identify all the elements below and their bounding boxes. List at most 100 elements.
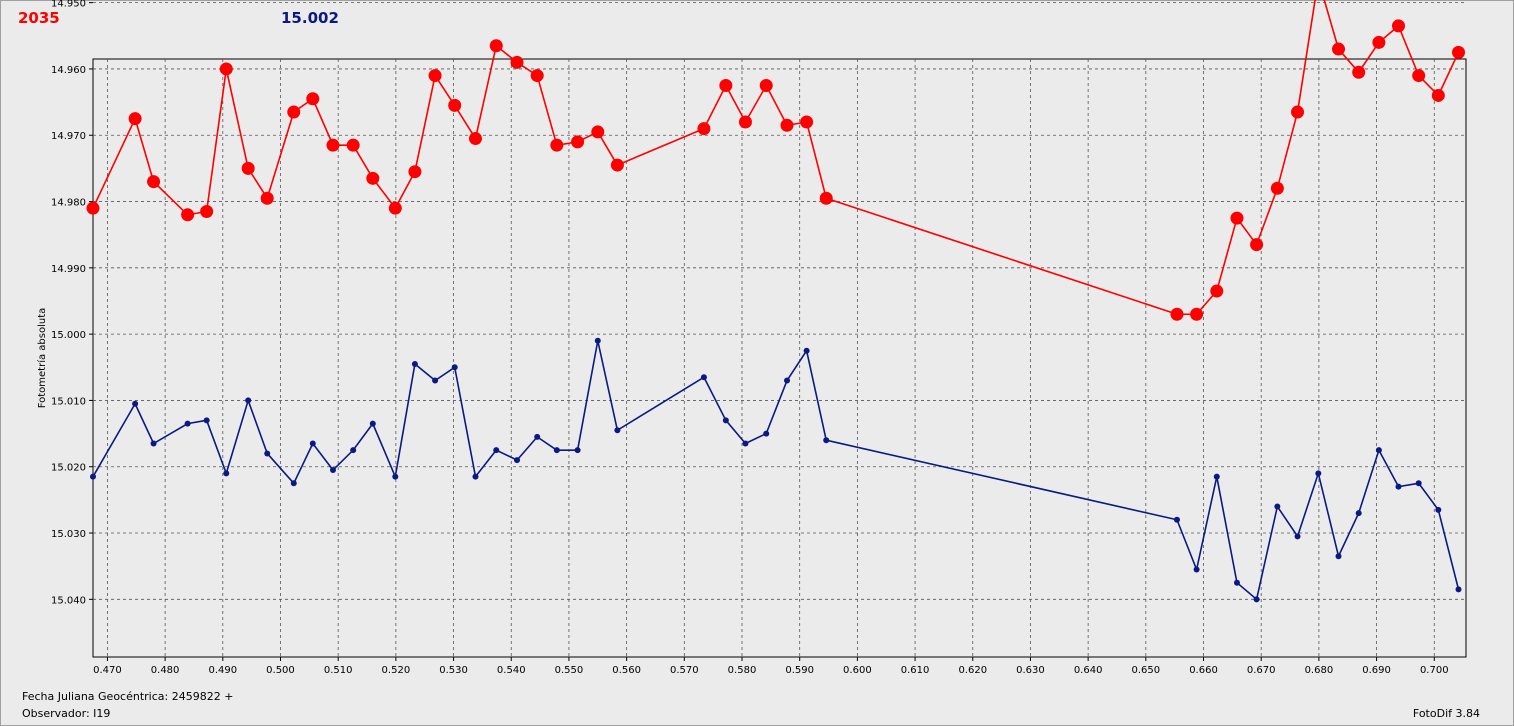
series-red-point	[571, 135, 585, 149]
series-blue-label: 15.002	[281, 9, 339, 27]
series-blue-point	[823, 437, 830, 444]
series-red-point	[468, 132, 482, 146]
series-blue-point	[411, 360, 418, 367]
series-blue-point	[245, 397, 252, 404]
series-blue-point	[1294, 533, 1301, 540]
x-tick-label: 0.590	[785, 665, 814, 676]
series-blue-point	[223, 470, 230, 477]
series-blue-point	[309, 440, 316, 447]
series-blue-point	[1355, 510, 1362, 517]
series-red-point	[1392, 19, 1406, 33]
series-red-label: 2035	[18, 9, 60, 27]
series-group	[86, 0, 1466, 603]
series-blue-point	[763, 430, 770, 437]
x-tick-label: 0.490	[208, 665, 237, 676]
series-blue-point	[1173, 516, 1180, 523]
series-red-point	[1230, 211, 1244, 225]
series-blue-point	[614, 427, 621, 434]
series-red-point	[1352, 65, 1366, 79]
series-blue-point	[392, 473, 399, 480]
series-red-point	[260, 191, 274, 205]
x-tick-label: 0.670	[1247, 665, 1276, 676]
series-red-point	[346, 138, 360, 152]
x-tick-label: 0.570	[670, 665, 699, 676]
observer-label: Observador: I19	[22, 707, 111, 720]
series-blue-point	[472, 473, 479, 480]
y-tick-label: 15.040	[51, 595, 86, 606]
series-red-point	[1190, 307, 1204, 321]
series-red-point	[1431, 88, 1445, 102]
x-tick-label: 0.640	[1074, 665, 1103, 676]
x-tick-label: 0.540	[497, 665, 526, 676]
series-red-point	[1291, 105, 1305, 119]
series-red-point	[326, 138, 340, 152]
x-tick-label: 0.690	[1362, 665, 1391, 676]
series-red-point	[1170, 307, 1184, 321]
x-tick-label: 0.530	[439, 665, 468, 676]
x-tick-label: 0.630	[1016, 665, 1045, 676]
series-red-point	[1332, 42, 1346, 56]
series-blue-point	[369, 420, 376, 427]
series-blue-point	[514, 457, 521, 464]
series-blue-point	[1315, 470, 1322, 477]
series-red-point	[759, 79, 773, 93]
series-blue-point	[1415, 480, 1422, 487]
series-blue-point	[350, 447, 357, 454]
x-tick-label: 0.580	[728, 665, 757, 676]
y-tick-label: 14.950	[51, 0, 86, 10]
series-blue-point	[329, 467, 336, 474]
x-tick-label: 0.610	[901, 665, 930, 676]
series-red-point	[448, 98, 462, 112]
y-tick-label: 15.000	[51, 330, 86, 341]
series-blue-point	[1375, 447, 1382, 454]
series-blue-point	[1335, 553, 1342, 560]
series-blue-point	[451, 364, 458, 371]
series-blue-point	[432, 377, 439, 384]
series-red-point	[800, 115, 814, 129]
series-blue-point	[783, 377, 790, 384]
series-red-point	[86, 201, 100, 215]
series-red-point	[408, 165, 422, 179]
x-tick-label: 0.660	[1189, 665, 1218, 676]
series-red-point	[510, 55, 524, 69]
series-red-point	[306, 92, 320, 106]
y-tick-label: 14.970	[51, 131, 86, 142]
series-blue-point	[722, 417, 729, 424]
series-blue-point	[264, 450, 271, 457]
series-red-point	[388, 201, 402, 215]
series-blue-point	[742, 440, 749, 447]
series-red-point	[1372, 35, 1386, 49]
x-tick-label: 0.560	[612, 665, 641, 676]
x-tick-label: 0.480	[151, 665, 180, 676]
x-tick-label: 0.500	[266, 665, 295, 676]
y-tick-label: 15.030	[51, 529, 86, 540]
y-tick-label: 14.960	[51, 65, 86, 76]
series-red-point	[489, 39, 503, 53]
series-red-point	[1210, 284, 1224, 298]
julian-date-label: Fecha Juliana Geocéntrica: 2459822 +	[22, 690, 234, 703]
y-axis: 14.950 14.960 14.970 14.980 14.990 15.000 15.0…	[51, 0, 93, 606]
series-blue-point	[700, 374, 707, 381]
series-red-point	[1270, 181, 1284, 195]
plot-area	[92, 58, 1467, 658]
series-blue-point	[1435, 506, 1442, 513]
y-tick-label: 14.990	[51, 264, 86, 275]
x-tick-label: 0.510	[324, 665, 353, 676]
series-blue-point	[90, 473, 96, 480]
series-blue-point	[534, 433, 541, 440]
x-axis: 0.470 0.480 0.490 0.500 0.510 0.520 0.530 0.540…	[93, 657, 1449, 676]
series-red-point	[550, 138, 564, 152]
x-tick-label: 0.470	[93, 665, 122, 676]
series-blue-point	[132, 400, 139, 407]
y-tick-label: 14.980	[51, 198, 86, 209]
series-blue-point	[574, 447, 581, 454]
series-blue-point	[1253, 596, 1260, 603]
series-blue-point	[553, 447, 560, 454]
x-tick-label: 0.520	[382, 665, 411, 676]
series-blue-point	[803, 347, 810, 354]
series-blue-point	[1274, 503, 1281, 510]
y-axis-label: Fotometría absoluta	[36, 308, 48, 409]
x-tick-label: 0.700	[1420, 665, 1449, 676]
x-tick-label: 0.650	[1132, 665, 1161, 676]
